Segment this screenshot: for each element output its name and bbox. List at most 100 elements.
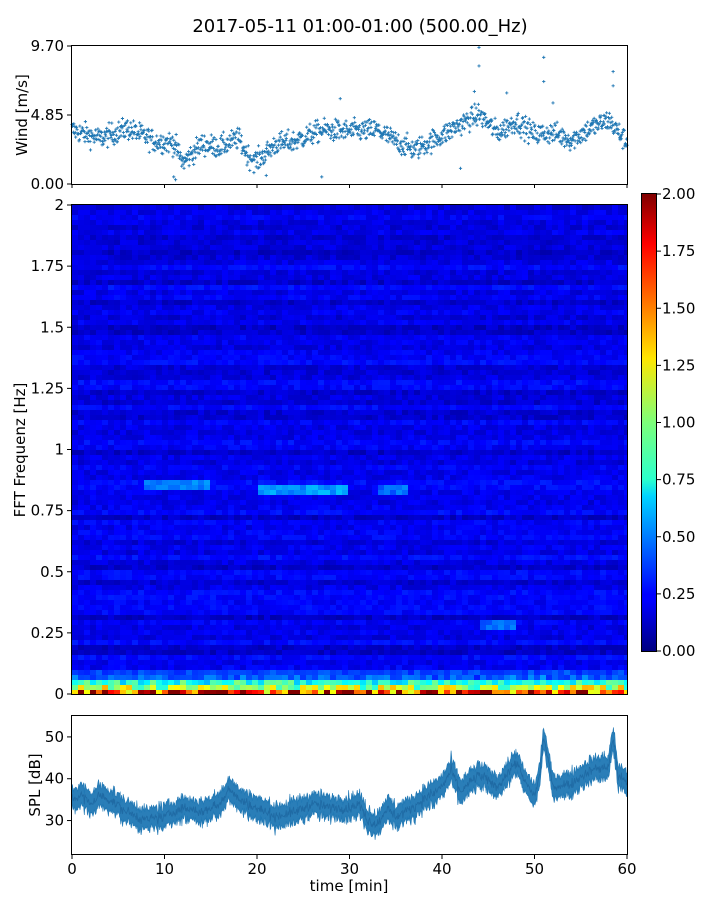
spectrogram-cell	[108, 495, 115, 501]
spectrogram-cell	[174, 550, 181, 556]
spectrogram-cell	[114, 565, 121, 571]
spectrogram-cell	[168, 655, 175, 661]
spectrogram-cell	[90, 275, 97, 281]
spectrogram-cell	[288, 455, 295, 461]
wind-point	[312, 136, 316, 140]
spectrogram-cell	[84, 355, 91, 361]
spectrogram-cell	[186, 535, 193, 541]
spectrogram-cell	[294, 350, 301, 356]
spectrogram-cell	[186, 385, 193, 391]
wind-point	[86, 132, 90, 136]
spectrogram-cell	[174, 595, 181, 601]
spectrogram-cell	[120, 520, 127, 526]
spectrogram-cell	[90, 395, 97, 401]
spectrogram-cell	[78, 530, 85, 536]
spectrogram-cell	[198, 285, 205, 291]
wind-point	[190, 152, 194, 156]
wind-point	[455, 118, 459, 123]
spectrogram-cell	[180, 670, 187, 676]
spectrogram-cell	[234, 405, 241, 411]
spectrogram-cell	[228, 565, 235, 571]
spectrogram-cell	[96, 265, 103, 271]
spectrogram-cell	[222, 500, 229, 506]
spectrogram-cell	[210, 290, 217, 296]
spectrogram-cell	[282, 460, 289, 466]
spectrogram-cell	[300, 300, 307, 306]
spectrogram-cell	[114, 535, 121, 541]
spectrogram-cell	[198, 665, 205, 671]
spectrogram-cell	[264, 560, 271, 566]
spectrogram-cell	[246, 235, 253, 241]
spectrogram-cell	[174, 290, 181, 296]
spectrogram-cell	[162, 460, 169, 466]
spectrogram-cell	[264, 540, 271, 546]
spectrogram-cell	[96, 390, 103, 396]
spectrogram-cell	[192, 430, 199, 436]
spectrogram-cell	[102, 520, 109, 526]
spectrogram-cell	[234, 590, 241, 596]
spectrogram-cell	[252, 490, 259, 496]
spectrogram-cell	[138, 510, 145, 516]
spectrogram-cell	[276, 570, 283, 576]
spectrogram-cell	[294, 450, 301, 456]
spectrogram-cell	[144, 400, 151, 406]
wind-point	[571, 135, 575, 139]
spectrogram-cell	[150, 490, 157, 496]
spectrogram-cell	[150, 570, 157, 576]
spectrogram-cell	[186, 255, 193, 261]
spectrogram-cell	[246, 545, 253, 551]
spectrogram-cell	[186, 340, 193, 346]
spectrogram-cell	[192, 450, 199, 456]
spectrogram-cell	[228, 250, 235, 256]
spectrogram-cell	[192, 410, 199, 416]
spectrogram-cell	[120, 505, 127, 511]
spectrogram-cell	[276, 630, 283, 636]
spectrogram-cell	[258, 605, 265, 611]
wind-point	[336, 119, 340, 123]
spectrogram-cell	[294, 690, 301, 695]
spectrogram-cell	[90, 500, 97, 506]
spectrogram-cell	[234, 430, 241, 436]
spectrogram-cell	[234, 630, 241, 636]
wind-point	[514, 123, 518, 127]
wind-point	[515, 113, 519, 117]
wind-point	[178, 150, 182, 155]
spectrogram-cell	[234, 400, 241, 406]
spectrogram-cell	[114, 560, 121, 566]
spectrogram-cell	[78, 605, 85, 611]
spectrogram-cell	[84, 575, 91, 581]
spectrogram-cell	[108, 310, 115, 316]
spectrogram-cell	[252, 265, 259, 271]
spectrogram-cell	[288, 205, 295, 211]
spectrogram-cell	[90, 280, 97, 286]
wind-point	[569, 143, 574, 147]
spectrogram-cell	[198, 360, 205, 366]
wind-point	[605, 111, 609, 115]
spectrogram-cell	[90, 205, 97, 211]
spectrogram-cell	[144, 485, 151, 491]
spectrogram-cell	[90, 465, 97, 471]
wind-point	[181, 162, 185, 166]
spectrogram-cell	[258, 310, 265, 316]
spectrogram-cell	[156, 540, 163, 546]
spectrogram-cell	[120, 400, 127, 406]
spectrogram-cell	[96, 585, 103, 591]
wind-point	[503, 130, 507, 135]
spectrogram-cell	[126, 440, 133, 446]
spectrogram-cell	[180, 650, 187, 656]
spectrogram-cell	[102, 210, 109, 216]
spectrogram-cell	[252, 335, 259, 341]
spectrogram-cell	[240, 270, 247, 276]
spectrogram-cell	[114, 430, 121, 436]
spectrogram-cell	[90, 340, 97, 346]
spectrogram-cell	[264, 240, 271, 246]
spectrogram-cell	[90, 520, 97, 526]
spectrogram-cell	[90, 250, 97, 256]
wind-point	[155, 134, 159, 138]
wind-point	[514, 127, 518, 131]
spectrogram-cell	[126, 415, 133, 421]
spectrogram-cell	[240, 335, 247, 341]
wind-point	[244, 145, 248, 149]
spectrogram-cell	[78, 620, 85, 626]
spectrogram-cell	[78, 250, 85, 256]
